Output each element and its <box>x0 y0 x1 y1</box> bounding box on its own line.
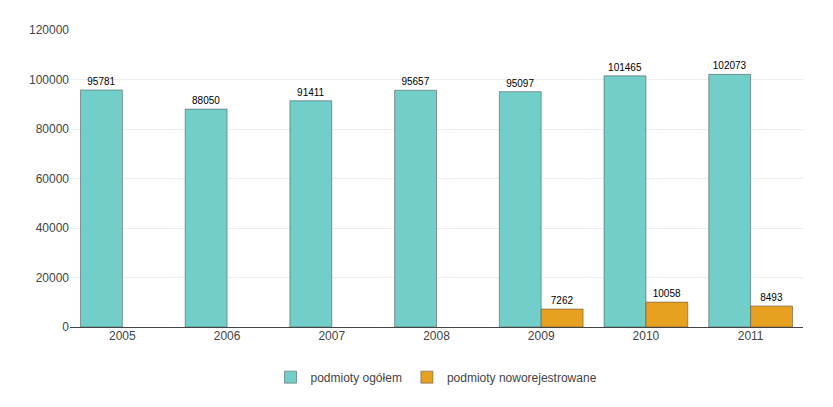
svg-text:2010: 2010 <box>633 329 660 343</box>
svg-text:10058: 10058 <box>653 288 681 299</box>
svg-text:2006: 2006 <box>214 329 241 343</box>
svg-text:20000: 20000 <box>36 271 70 285</box>
svg-text:40000: 40000 <box>36 221 70 235</box>
svg-text:95097: 95097 <box>506 78 534 89</box>
svg-text:2005: 2005 <box>109 329 136 343</box>
svg-text:2008: 2008 <box>423 329 450 343</box>
svg-text:80000: 80000 <box>36 122 70 136</box>
svg-text:91411: 91411 <box>297 87 325 98</box>
svg-text:101465: 101465 <box>608 62 642 73</box>
svg-text:7262: 7262 <box>551 295 574 306</box>
svg-text:8493: 8493 <box>760 292 783 303</box>
svg-text:0: 0 <box>62 320 69 334</box>
svg-text:120000: 120000 <box>29 23 69 37</box>
svg-text:podmioty noworejestrowane: podmioty noworejestrowane <box>447 371 597 385</box>
svg-text:2007: 2007 <box>318 329 345 343</box>
svg-text:2009: 2009 <box>528 329 555 343</box>
svg-text:102073: 102073 <box>713 60 747 71</box>
svg-text:60000: 60000 <box>36 172 70 186</box>
svg-text:podmioty ogółem: podmioty ogółem <box>311 371 402 385</box>
svg-text:100000: 100000 <box>29 73 69 87</box>
svg-text:95781: 95781 <box>87 76 115 87</box>
svg-text:95657: 95657 <box>401 76 429 87</box>
svg-text:88050: 88050 <box>192 95 220 106</box>
svg-text:2011: 2011 <box>738 329 764 343</box>
